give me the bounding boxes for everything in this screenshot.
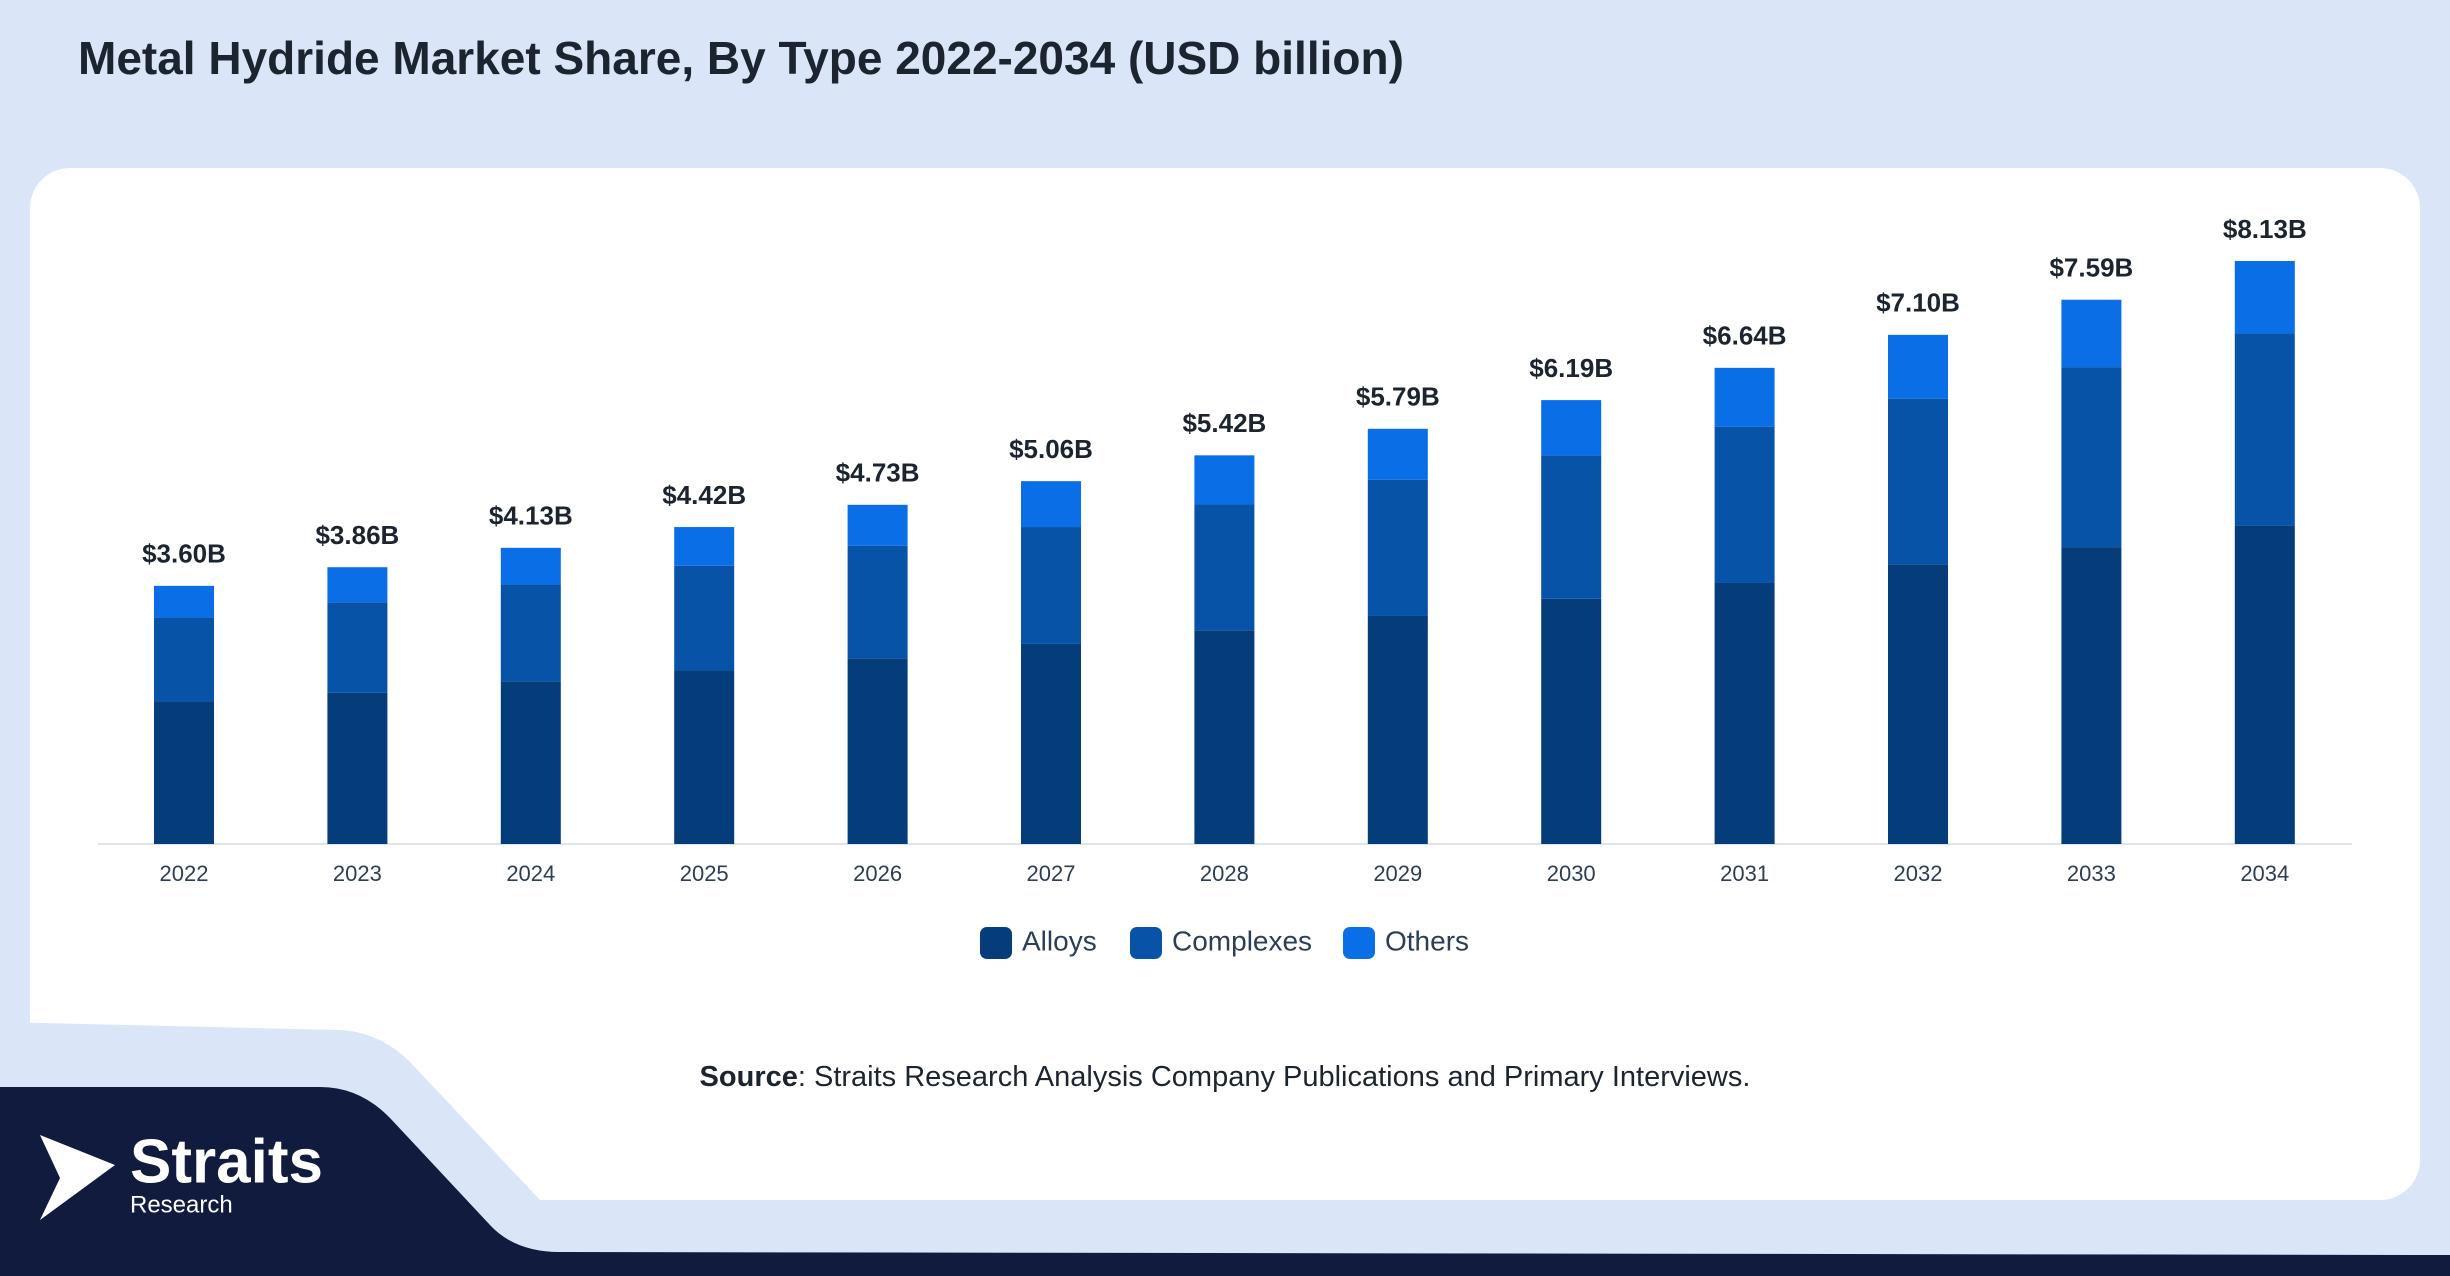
x-tick-label: 2034 — [2240, 861, 2289, 886]
bar-segment — [1194, 455, 1255, 505]
bar-segment — [154, 702, 214, 844]
bar-segment — [500, 681, 561, 844]
bar-segment — [847, 504, 908, 546]
legend-swatch — [1130, 927, 1162, 959]
bar-segment — [1194, 504, 1255, 631]
bar-segment — [1367, 615, 1428, 844]
bar-segment — [674, 565, 735, 671]
bar-segment — [1541, 455, 1602, 599]
bar-segment — [1714, 367, 1775, 427]
legend-label: Complexes — [1172, 925, 1312, 956]
total-label: $3.60B — [142, 539, 226, 569]
bar-segment — [1888, 564, 1948, 844]
legend-swatch — [1343, 927, 1375, 959]
bar-segment — [1021, 481, 1081, 528]
bar-segment — [327, 567, 388, 603]
footer-band — [0, 1087, 2450, 1276]
bar-segment — [327, 692, 388, 844]
x-tick-label: 2022 — [160, 861, 209, 886]
bar-segment — [154, 617, 214, 703]
bar-segment — [1367, 479, 1428, 616]
total-label: $7.59B — [2049, 253, 2133, 283]
logo-sub: Research — [130, 1191, 233, 1218]
x-tick-label: 2023 — [333, 861, 382, 886]
source-label: Source — [700, 1061, 798, 1093]
bar-segment — [1021, 643, 1081, 844]
plot: 2022 $3.60B 2023 $3.86B 2024 $4.13B 2025 $4.42B… — [142, 214, 2307, 959]
total-label: $3.86B — [315, 520, 399, 550]
bar-segment — [674, 527, 735, 566]
source-text: : Straits Research Analysis Company Publ… — [798, 1061, 1751, 1093]
bar-segment — [1541, 598, 1602, 844]
bar-segment — [847, 658, 908, 844]
legend-label: Alloys — [1022, 925, 1097, 956]
bar-segment — [500, 547, 561, 585]
total-label: $7.10B — [1876, 288, 1960, 318]
bar-segment — [1714, 582, 1775, 844]
bar-segment — [847, 545, 908, 659]
bar-segment — [1021, 527, 1081, 644]
bar-segment — [500, 584, 561, 682]
x-tick-label: 2031 — [1720, 861, 1769, 886]
bar-segment — [1541, 400, 1602, 456]
bar-segment — [2234, 261, 2295, 334]
x-tick-label: 2030 — [1547, 861, 1596, 886]
bar-segment — [2234, 525, 2295, 844]
logo-name: Straits — [130, 1127, 323, 1196]
x-tick-label: 2025 — [680, 861, 729, 886]
source-note: Source: Straits Research Analysis Compan… — [700, 1061, 1751, 1093]
x-tick-label: 2026 — [853, 861, 902, 886]
total-label: $5.79B — [1356, 382, 1440, 412]
chart-title: Metal Hydride Market Share, By Type 2022… — [78, 32, 1404, 84]
bar-segment — [154, 585, 214, 618]
total-label: $4.73B — [836, 458, 920, 488]
x-tick-label: 2029 — [1373, 861, 1422, 886]
x-tick-label: 2027 — [1027, 861, 1076, 886]
x-tick-label: 2033 — [2067, 861, 2116, 886]
bar-segment — [674, 670, 735, 844]
total-label: $6.19B — [1529, 353, 1613, 383]
bar-segment — [1888, 398, 1948, 565]
bar-segment — [1367, 428, 1428, 480]
bar-segment — [2061, 547, 2122, 844]
total-label: $4.13B — [489, 501, 573, 531]
legend-label: Others — [1385, 925, 1469, 956]
total-label: $4.42B — [662, 480, 746, 510]
bar-segment — [1888, 334, 1948, 399]
total-label: $5.06B — [1009, 434, 1093, 464]
bar-segment — [1194, 630, 1255, 844]
total-label: $8.13B — [2223, 214, 2307, 244]
x-tick-label: 2032 — [1894, 861, 1943, 886]
bar-segment — [1714, 426, 1775, 583]
logo-mark — [40, 1135, 115, 1220]
legend-swatch — [980, 927, 1012, 959]
total-label: $6.64B — [1703, 321, 1787, 351]
x-tick-label: 2028 — [1200, 861, 1249, 886]
bar-segment — [2061, 367, 2122, 548]
bar-segment — [2061, 299, 2122, 368]
bar-segment — [327, 602, 388, 693]
bar-segment — [2234, 333, 2295, 526]
total-label: $5.42B — [1182, 408, 1266, 438]
x-tick-label: 2024 — [506, 861, 555, 886]
